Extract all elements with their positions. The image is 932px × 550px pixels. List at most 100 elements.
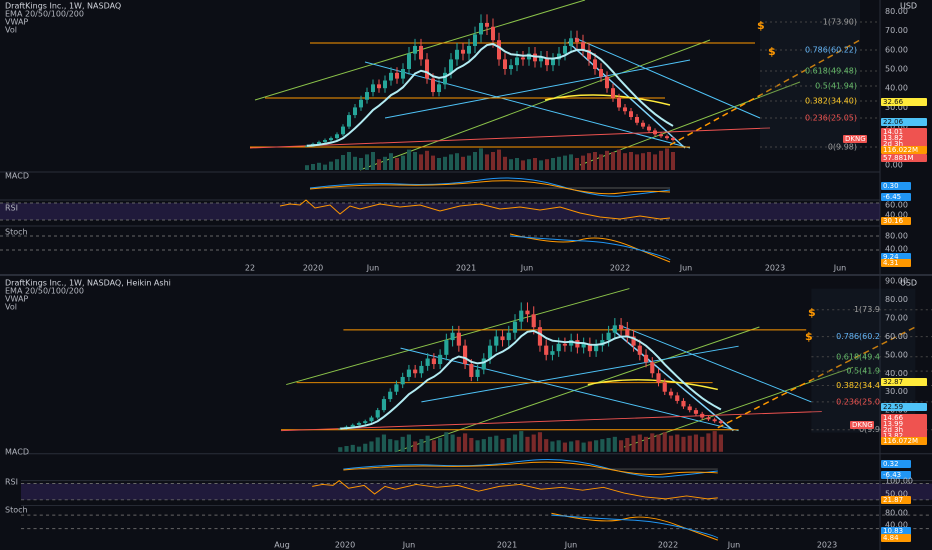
candle-body [527, 53, 531, 60]
badge-text: 32.87 [883, 378, 903, 386]
volume-bar [533, 158, 537, 170]
badge-text: 32.66 [883, 98, 904, 106]
drawing [717, 326, 916, 429]
volume-bar [515, 158, 519, 170]
volume-bar [500, 439, 505, 452]
volume-bar [712, 431, 717, 452]
price-badge [881, 378, 927, 386]
volume-bar [525, 436, 530, 452]
price-badge [881, 460, 911, 468]
candle-body [631, 336, 636, 346]
volume-bar [353, 156, 357, 170]
volume-bar [462, 433, 468, 452]
price-tick: 50.00 [885, 65, 908, 74]
indicator-label: RSI [5, 478, 18, 487]
candle-body [359, 99, 363, 108]
volume-bar [369, 441, 374, 452]
candle-body [338, 428, 343, 430]
volume-bar [631, 435, 636, 452]
fib-label: 0.786(60.22) [805, 46, 857, 55]
candle-body [594, 345, 599, 352]
price-badge [881, 496, 911, 504]
volume-bar [485, 154, 489, 170]
time-tick: 2021 [456, 264, 476, 273]
drawing [574, 37, 761, 119]
candle-body [341, 126, 345, 135]
candle-body [512, 321, 518, 333]
price-tick: 0.00 [885, 161, 903, 170]
volume-bar [675, 434, 680, 452]
candle-body [581, 343, 586, 348]
candle-body [544, 345, 549, 355]
candle-body [551, 59, 555, 66]
price-badge [850, 421, 874, 429]
badge-text: 116.022M [883, 146, 918, 154]
price-badge [881, 471, 911, 479]
volume-bar [344, 446, 349, 452]
volume-bar [668, 435, 674, 452]
volume-bar [338, 447, 343, 452]
price-badge [843, 135, 867, 143]
legend-text: DraftKings Inc., 1W, NASDAQ, Heikin Ashi [5, 279, 171, 288]
badge-text: 2d 3h [883, 426, 903, 434]
volume-bar [317, 162, 321, 170]
candle-body [706, 417, 711, 420]
candle-body [425, 358, 430, 366]
volume-bar [593, 152, 597, 170]
fib-label: 0.786(60.2 [836, 332, 880, 341]
candle-body [473, 34, 477, 46]
volume-bar [625, 437, 630, 452]
drawing [395, 326, 760, 453]
legend-text: Vol [5, 303, 17, 312]
price-badge [881, 217, 911, 225]
candle-body [545, 57, 549, 66]
badge-text: 30.16 [883, 217, 904, 225]
candle-body [718, 421, 723, 424]
price-pane [21, 288, 932, 541]
badge-text: 22.06 [883, 118, 904, 126]
time-tick: 2022 [658, 541, 678, 550]
volume-bar [329, 161, 333, 170]
indicator-label: MACD [5, 448, 29, 457]
volume-bar [550, 441, 555, 452]
price-tick: 50.00 [885, 350, 908, 359]
candle-body [353, 107, 357, 116]
candle-body [629, 111, 633, 117]
candle-body [481, 358, 486, 370]
time-tick: 2022 [610, 264, 630, 273]
candle-body [617, 97, 621, 108]
candle-body [593, 59, 597, 69]
volume-bar [659, 150, 663, 170]
volume-bar [371, 152, 375, 170]
drawing [21, 483, 932, 500]
volume-bar [481, 439, 486, 452]
candle-body [389, 72, 393, 81]
candle-body [509, 65, 513, 69]
volume-bar [539, 160, 543, 170]
candle-body [506, 332, 511, 341]
volume-bar [653, 154, 657, 170]
price-badge [881, 193, 911, 201]
volume-bar [467, 155, 471, 170]
volume-bar [431, 155, 435, 170]
volume-bar [569, 154, 573, 170]
fib-label: 1(73.90) [823, 18, 857, 27]
candle-body [539, 57, 543, 62]
volume-bar [347, 152, 351, 170]
price-pane [0, 0, 880, 263]
indicator-tick: 100.00 [885, 477, 913, 486]
time-tick: Jun [366, 264, 380, 273]
volume-bar [557, 156, 561, 170]
volume-bar [350, 444, 355, 452]
time-tick: Jun [833, 264, 847, 273]
candle-body [650, 362, 655, 374]
volume-bar [455, 153, 459, 170]
candle-body [643, 354, 649, 363]
volume-bar [600, 439, 605, 452]
candle-body [375, 410, 380, 418]
time-tick: Jun [402, 541, 416, 550]
volume-bar [706, 433, 711, 452]
price-badge [881, 403, 927, 411]
candle-body [556, 343, 561, 352]
volume-bar [662, 432, 667, 452]
